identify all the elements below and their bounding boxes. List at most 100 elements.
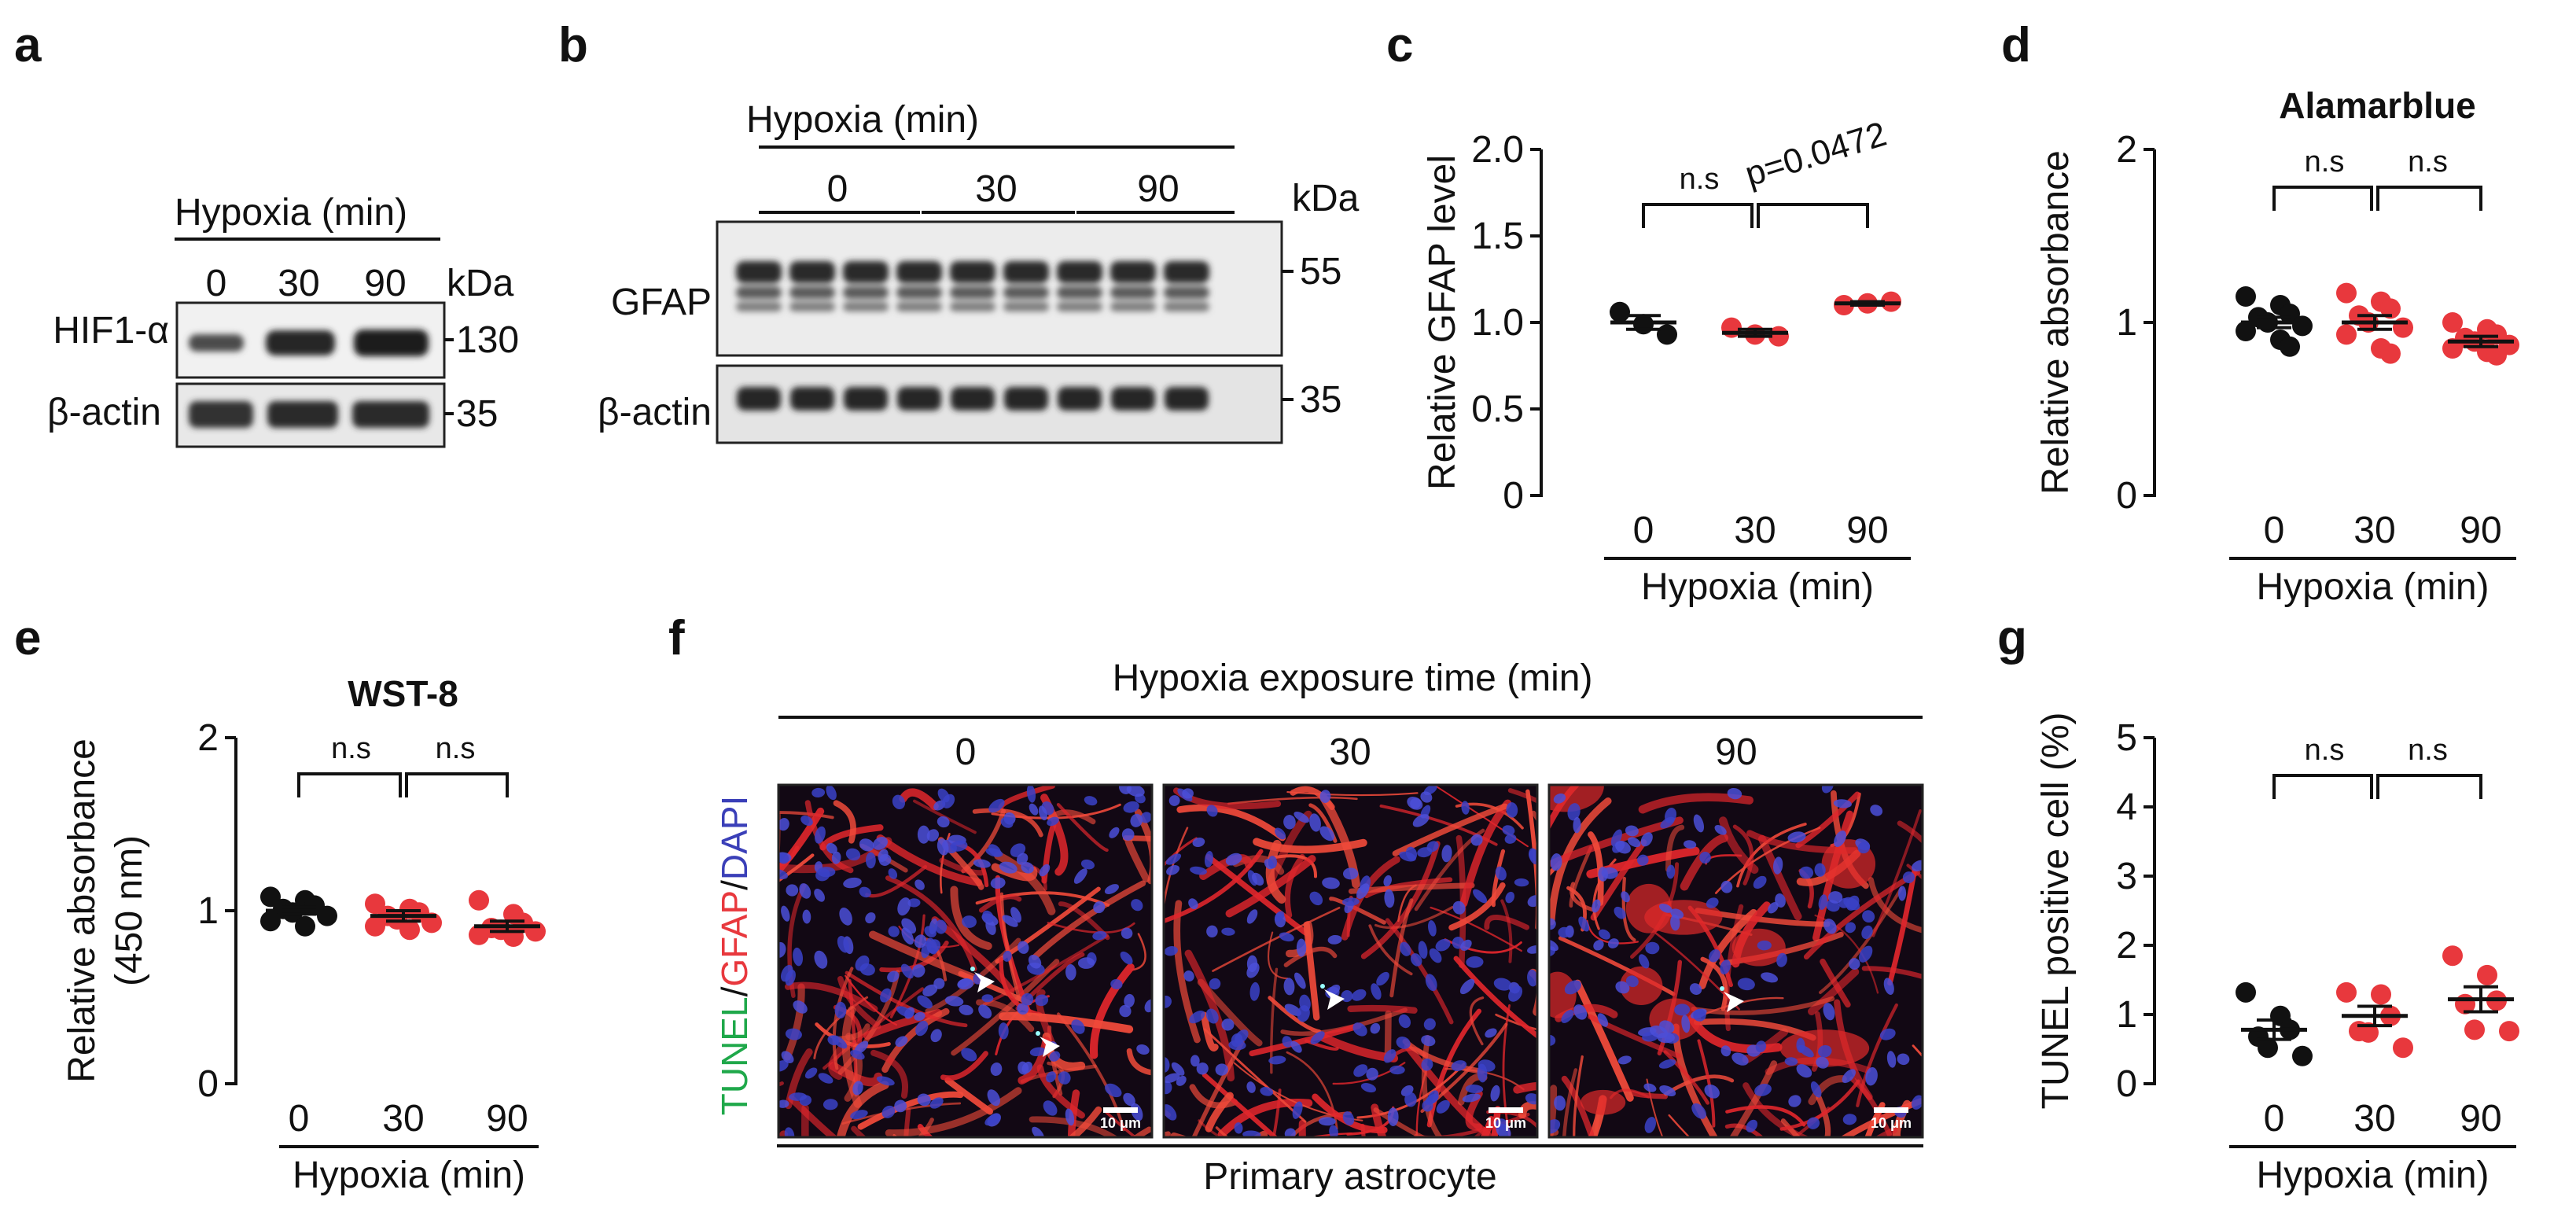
scale-bar-label: 10 μm (1485, 1115, 1526, 1131)
panel-label-c: c (1386, 18, 1413, 72)
blot-a-lane-30: 30 (278, 263, 319, 304)
comparison-bracket (1757, 203, 1869, 228)
micrograph-0min: 10 μm (777, 783, 1154, 1139)
data-point (365, 915, 385, 937)
data-point (2464, 1019, 2485, 1040)
data-point (2380, 298, 2401, 319)
arrowhead-icon (1040, 1037, 1060, 1057)
blot-a-row-hif1a: HIF1-α (53, 310, 169, 352)
data-point (2336, 324, 2357, 345)
micrograph-col-0: 0 (955, 731, 977, 773)
scale-bar-label: 10 μm (1100, 1115, 1141, 1131)
x-tick-label: 0 (2264, 1098, 2285, 1140)
y-tick-label: 0 (2116, 1063, 2137, 1105)
arrowhead-icon (974, 972, 995, 993)
comparison-bracket (1642, 203, 1754, 228)
blot-a-lane-0: 0 (206, 263, 227, 304)
data-point (2371, 984, 2391, 1005)
x-axis-label: Hypoxia (min) (2256, 566, 2489, 608)
comparison-bracket (2272, 774, 2373, 799)
blot-a-marker-35: 35 (456, 393, 498, 435)
scale-bar (1103, 1107, 1138, 1113)
x-tick-label: 90 (1846, 510, 1888, 551)
blot-b-marker-55: 55 (1300, 251, 1341, 293)
x-axis-label: Hypoxia (min) (1641, 566, 1874, 608)
scale-bar (1489, 1107, 1523, 1113)
data-point (469, 924, 489, 945)
comparison-bracket (405, 772, 509, 797)
data-point (2380, 343, 2401, 364)
y-tick-label: 0 (197, 1063, 219, 1105)
data-point (2393, 1037, 2413, 1059)
y-tick-label: 2 (197, 717, 219, 759)
panel-label-f: f (668, 611, 685, 665)
comparison-label: n.s (2408, 734, 2448, 767)
blot-b: Hypoxia (min) 0 30 90 kDa GFAP β-actin 5… (598, 99, 1360, 444)
x-tick-label: 0 (289, 1098, 310, 1140)
comparison-label: n.s (436, 732, 476, 765)
micrograph-col-90: 90 (1715, 731, 1757, 773)
data-point (2258, 1037, 2278, 1059)
comparison-bracket (2376, 186, 2482, 211)
chart-title: WST-8 (348, 673, 458, 714)
data-point (2486, 344, 2507, 366)
blot-a-marker-130: 130 (456, 319, 519, 361)
data-point (2236, 981, 2256, 1003)
comparison-bracket (2272, 186, 2373, 211)
y-tick-label: 0 (1503, 475, 1524, 517)
x-tick-label: 30 (2353, 1098, 2395, 1140)
y-tick-label: 0.5 (1471, 389, 1524, 430)
y-tick-label: 2 (2116, 129, 2137, 171)
data-point (1657, 324, 1677, 345)
blot-a-lane-90: 90 (364, 263, 406, 304)
comparison-label: n.s (331, 732, 371, 765)
stain-label: TUNEL/GFAP/DAPI (714, 796, 755, 1115)
blot-a-condition: Hypoxia (min) (175, 192, 407, 234)
comparison-bracket (2376, 774, 2482, 799)
data-point (295, 915, 315, 937)
y-tick-label: 4 (2116, 786, 2137, 828)
data-point (1610, 301, 1630, 322)
arrowhead-icon (1724, 992, 1744, 1012)
data-point (2442, 945, 2463, 967)
comparison-bracket (297, 772, 402, 797)
micrograph-header: Hypoxia exposure time (min) (1113, 657, 1593, 699)
x-tick-label: 90 (2460, 510, 2501, 551)
data-point (2499, 1021, 2519, 1042)
data-point (2236, 321, 2256, 341)
stain-dapi: DAPI (714, 796, 755, 880)
y-axis-label: Relative GFAP level (1422, 155, 1463, 490)
y-tick-label: 5 (2116, 717, 2137, 759)
y-tick-label: 2 (2116, 925, 2137, 967)
data-point (2336, 981, 2357, 1003)
blot-a-row-actin: β-actin (47, 392, 161, 433)
y-tick-label: 1.0 (1471, 302, 1524, 344)
x-axis-label: Hypoxia (min) (293, 1155, 525, 1196)
panel-label-a: a (14, 18, 42, 72)
data-point (2292, 1045, 2313, 1066)
scale-bar (1874, 1107, 1908, 1113)
comparison-label: n.s (2305, 145, 2345, 179)
blot-a: Hypoxia (min) 0 30 90 kDa HIF1-α β-actin… (47, 192, 519, 448)
x-tick-label: 90 (486, 1098, 528, 1140)
micrograph-90min: 10 μm (1547, 783, 1924, 1139)
data-point (260, 911, 281, 932)
blot-b-lane-30: 30 (975, 168, 1017, 210)
blot-b-lane-90: 90 (1137, 168, 1179, 210)
chart-g: 0 1 2 3 4 5 0 30 90 Hypoxia (min) TUNEL positive c… (2035, 712, 2519, 1196)
y-axis-label: Relative absorbance (61, 738, 103, 1083)
blot-b-row-actin: β-actin (598, 392, 712, 433)
panel-label-b: b (558, 18, 588, 72)
stain-tunel: TUNEL (714, 996, 755, 1115)
x-tick-label: 30 (2353, 510, 2395, 551)
data-point (399, 919, 420, 941)
blot-b-kda: kDa (1292, 178, 1360, 219)
micrograph-panel: Hypoxia exposure time (min) 0 30 90 10 μ… (714, 657, 1924, 1198)
panel-label-g: g (1997, 611, 2027, 665)
blot-b-condition: Hypoxia (min) (746, 99, 979, 141)
panel-label-d: d (2001, 18, 2031, 72)
comparison-label: n.s (2408, 145, 2448, 179)
micrograph-footer: Primary astrocyte (1203, 1156, 1496, 1198)
x-tick-label: 0 (1633, 510, 1654, 551)
